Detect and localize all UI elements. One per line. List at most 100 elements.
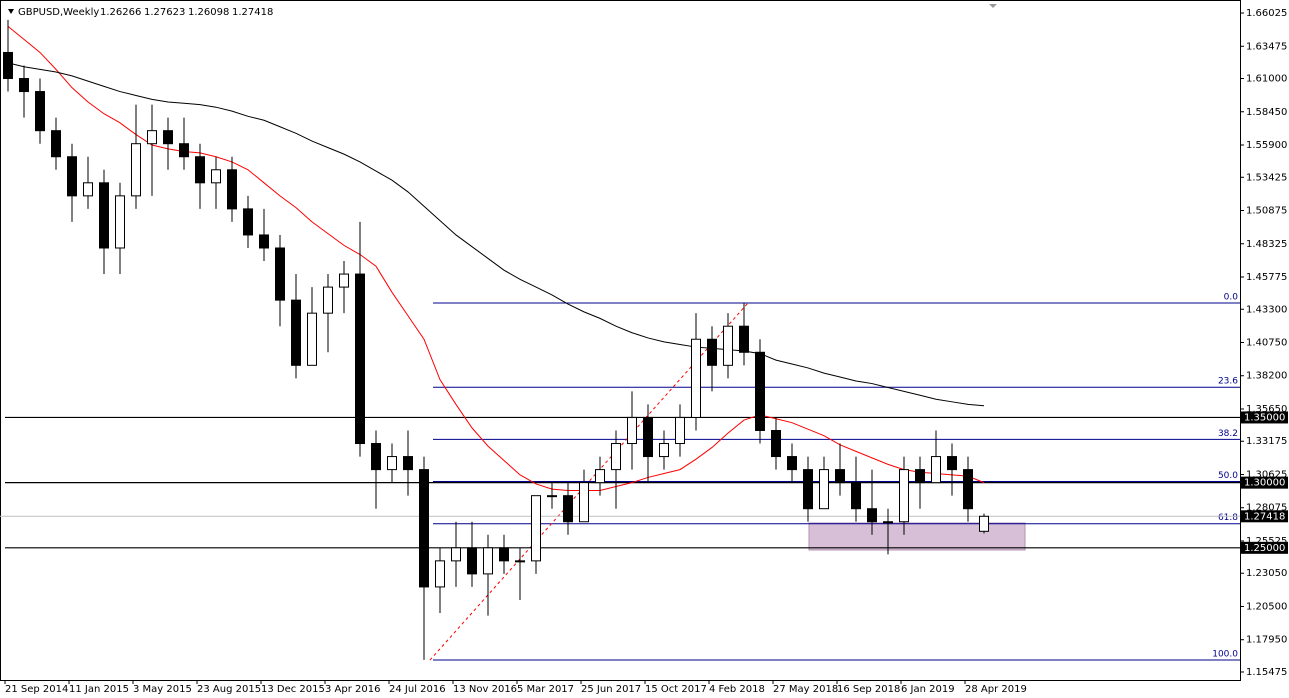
candle-body: [787, 456, 797, 471]
plot-frame: [0, 0, 1241, 681]
fib-label: 50.0: [1218, 471, 1238, 481]
x-tick-label: 4 Feb 2018: [709, 684, 765, 695]
candle-body: [83, 182, 93, 197]
candle-body: [67, 156, 77, 197]
scroll-marker: [989, 4, 997, 8]
x-tick-label: 23 Aug 2015: [197, 684, 261, 695]
price-level-box: [1241, 476, 1288, 489]
y-tick-label: 1.33175: [1246, 436, 1287, 447]
header-open: 1.26266: [100, 7, 141, 18]
price-level-label: 1.35000: [1244, 412, 1285, 423]
x-tick-label: 13 Dec 2015: [261, 684, 325, 695]
candle-body: [547, 495, 557, 498]
candle-body: [211, 169, 221, 184]
candle-body: [339, 273, 349, 288]
moving-average: [7, 25, 985, 491]
candle-body: [915, 469, 925, 484]
y-tick-label: 1.23050: [1246, 568, 1287, 579]
candle-body: [803, 469, 813, 510]
moving-average: [7, 62, 985, 407]
price-level-box: [1241, 541, 1288, 554]
candle-body: [323, 286, 333, 314]
support-zone: [808, 522, 1026, 551]
y-tick-label: 1.38200: [1246, 371, 1287, 382]
candle-body: [739, 325, 749, 353]
candle-body: [531, 495, 541, 562]
current-price-label: 1.27418: [1244, 511, 1285, 522]
candle-body: [403, 456, 413, 471]
y-tick-label: 1.15475: [1246, 667, 1287, 678]
candle-body: [259, 234, 269, 249]
y-tick-label: 1.66025: [1246, 8, 1287, 19]
x-tick-label: 24 Jul 2016: [389, 684, 446, 695]
candle-body: [947, 456, 957, 471]
fib-label: 23.6: [1218, 377, 1238, 387]
candle-body: [691, 338, 701, 418]
candle-body: [355, 273, 365, 445]
candle-body: [419, 469, 429, 588]
candle-body: [163, 130, 173, 145]
candle-body: [899, 469, 909, 523]
candle-body: [675, 416, 685, 445]
candle-body: [131, 143, 141, 197]
candle-body: [979, 515, 989, 532]
y-tick-label: 1.40750: [1246, 338, 1287, 349]
y-tick-label: 1.48325: [1246, 239, 1287, 250]
price-level-label: 1.30000: [1244, 478, 1285, 489]
candle-body: [755, 351, 765, 431]
candle-body: [275, 247, 285, 301]
candle-body: [659, 443, 669, 458]
y-tick-label: 1.53425: [1246, 172, 1287, 183]
candle-body: [707, 338, 717, 366]
candle-body: [579, 482, 589, 523]
x-tick-label: 13 Nov 2016: [453, 684, 517, 695]
candle-body: [515, 560, 525, 563]
x-tick-label: 27 May 2018: [773, 684, 838, 695]
price-level-label: 1.25000: [1244, 543, 1285, 554]
candle-body: [819, 469, 829, 510]
x-tick-label: 15 Oct 2017: [645, 684, 707, 695]
candle-body: [291, 299, 301, 366]
candle-body: [851, 482, 861, 510]
candle-body: [771, 429, 781, 458]
fib-label: 61.8: [1218, 513, 1238, 523]
x-tick-label: 21 Sep 2014: [5, 684, 68, 695]
y-tick-label: 1.55900: [1246, 140, 1287, 151]
x-tick-label: 3 Apr 2016: [325, 684, 380, 695]
candle-body: [195, 156, 205, 184]
candle-body: [147, 130, 157, 145]
candle-body: [467, 547, 477, 575]
candle-body: [35, 91, 45, 132]
y-tick-label: 1.61000: [1246, 74, 1287, 85]
fib-label: 0.0: [1224, 293, 1239, 303]
candle-body: [611, 443, 621, 471]
y-tick-label: 1.58450: [1246, 107, 1287, 118]
candle-body: [963, 469, 973, 510]
candle-body: [3, 51, 13, 80]
candle-body: [643, 416, 653, 458]
y-tick-label: 1.20500: [1246, 601, 1287, 612]
candle-body: [19, 78, 29, 93]
candle-body: [435, 560, 445, 588]
fib-label: 38.2: [1218, 429, 1238, 439]
y-tick-label: 1.25525: [1246, 536, 1287, 547]
x-tick-label: 16 Sep 2018: [837, 684, 900, 695]
x-tick-label: 25 Jun 2017: [581, 684, 641, 695]
y-tick-label: 1.63475: [1246, 41, 1287, 52]
x-tick-label: 5 Mar 2017: [517, 684, 574, 695]
candle-body: [867, 508, 877, 523]
candle-body: [835, 469, 845, 484]
symbol-title: GBPUSD,Weekly: [18, 7, 99, 18]
candle-body: [115, 195, 125, 249]
x-tick-label: 11 Jan 2015: [69, 684, 129, 695]
candle-body: [451, 547, 461, 562]
x-tick-label: 28 Apr 2019: [965, 684, 1027, 695]
candle-body: [51, 130, 61, 158]
candle-body: [227, 169, 237, 210]
candle-body: [931, 456, 941, 484]
candle-body: [723, 325, 733, 366]
header-low: 1.26098: [188, 7, 229, 18]
candle-body: [387, 456, 397, 471]
candle-body: [627, 416, 637, 445]
